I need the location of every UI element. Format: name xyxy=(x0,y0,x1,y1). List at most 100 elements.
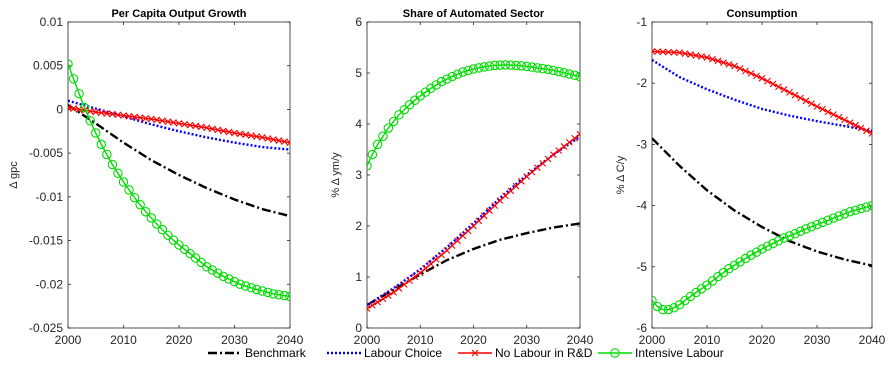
data-point-x xyxy=(114,111,122,119)
data-point-circle xyxy=(113,168,123,179)
data-point-circle xyxy=(790,229,800,239)
data-point-circle xyxy=(652,301,663,312)
data-point-circle xyxy=(68,59,73,69)
data-point-x xyxy=(448,242,456,249)
data-point-x xyxy=(852,121,859,129)
data-point-x xyxy=(544,155,552,163)
data-point-circle xyxy=(474,63,484,73)
data-point-circle xyxy=(436,76,447,87)
data-point-x xyxy=(136,114,144,122)
data-point-x xyxy=(841,116,848,124)
data-point-x xyxy=(676,49,683,56)
data-point-x xyxy=(565,138,573,146)
data-point-circle xyxy=(724,263,734,274)
data-point-circle xyxy=(163,230,173,241)
data-point-circle xyxy=(399,104,410,115)
plot-area xyxy=(366,21,581,329)
data-point-circle xyxy=(823,215,833,226)
data-point-circle xyxy=(479,62,489,72)
data-point-circle xyxy=(383,123,394,133)
data-point-x xyxy=(454,237,461,245)
data-point-x xyxy=(153,116,161,124)
data-point-x xyxy=(507,187,515,195)
data-point-x xyxy=(571,134,579,142)
data-point-circle xyxy=(442,74,452,84)
data-point-x xyxy=(258,134,266,141)
data-point-circle xyxy=(828,213,839,223)
data-point-x xyxy=(747,70,755,77)
data-point-x xyxy=(120,112,127,119)
data-point-x xyxy=(158,117,166,125)
data-point-circle xyxy=(516,61,527,71)
data-point-x xyxy=(208,125,216,133)
y-tick-label: 4 xyxy=(355,117,362,131)
x-tick-label: 2040 xyxy=(277,333,304,347)
data-point-x xyxy=(367,305,371,313)
data-point-x xyxy=(281,138,288,145)
data-point-circle xyxy=(168,235,179,245)
data-point-circle xyxy=(367,149,378,160)
data-point-x xyxy=(491,202,499,209)
y-tick-label: 2 xyxy=(355,219,362,233)
data-point-x xyxy=(125,112,133,120)
series-line-labour-choice xyxy=(652,58,872,133)
data-point-x xyxy=(528,168,536,176)
data-point-x xyxy=(427,260,435,268)
y-tick-label: 0 xyxy=(355,321,362,335)
data-point-x xyxy=(791,91,799,99)
data-point-circle xyxy=(795,226,806,237)
data-point-x xyxy=(275,137,283,144)
data-point-circle xyxy=(285,291,290,302)
data-point-circle xyxy=(140,206,151,217)
data-point-circle xyxy=(839,209,850,219)
data-point-x xyxy=(835,113,843,121)
data-point-x xyxy=(808,100,815,108)
data-point-circle xyxy=(817,217,828,228)
data-point-x xyxy=(512,182,520,190)
legend-marker-circle xyxy=(610,348,620,358)
data-point-circle xyxy=(861,202,872,212)
data-point-x xyxy=(786,88,793,96)
data-point-circle xyxy=(532,63,543,73)
data-point-circle xyxy=(506,60,516,70)
data-point-circle xyxy=(856,203,866,214)
data-point-x xyxy=(857,124,865,132)
data-point-x xyxy=(480,212,488,220)
data-point-x xyxy=(379,295,387,303)
data-point-x xyxy=(264,135,272,142)
data-point-circle xyxy=(575,71,580,82)
x-tick-label: 2010 xyxy=(694,333,721,347)
data-point-x xyxy=(652,47,656,55)
data-point-x xyxy=(103,110,111,117)
x-tick-label: 2030 xyxy=(513,333,540,347)
data-point-circle xyxy=(224,274,234,284)
data-point-x xyxy=(576,130,580,138)
data-point-x xyxy=(758,74,766,82)
series-group xyxy=(367,60,580,313)
data-point-circle xyxy=(806,221,817,232)
data-point-circle xyxy=(553,66,564,77)
y-tick-label: -0.025 xyxy=(29,321,63,335)
data-point-x xyxy=(802,97,810,105)
data-point-circle xyxy=(146,213,157,223)
x-tick-label: 2040 xyxy=(859,333,886,347)
y-tick-label: -5 xyxy=(636,260,647,274)
legend-label-no-labour-in-r-d: No Labour in R&D xyxy=(495,346,593,360)
data-point-x xyxy=(368,301,376,309)
data-point-x xyxy=(242,131,249,139)
data-point-x xyxy=(665,48,672,56)
data-point-x xyxy=(549,151,557,158)
data-point-circle xyxy=(746,250,756,260)
x-tick-label: 2000 xyxy=(354,333,381,347)
data-point-circle xyxy=(834,211,844,221)
series-line-benchmark xyxy=(367,222,580,307)
data-point-circle xyxy=(218,271,229,282)
data-point-x xyxy=(269,136,277,143)
y-tick-label: 1 xyxy=(355,270,362,284)
data-point-x xyxy=(813,103,821,110)
series-line-intensive-labour xyxy=(367,64,580,167)
data-point-circle xyxy=(124,185,134,195)
data-point-x xyxy=(384,292,392,299)
data-point-x xyxy=(475,217,483,225)
data-point-circle xyxy=(458,67,468,77)
